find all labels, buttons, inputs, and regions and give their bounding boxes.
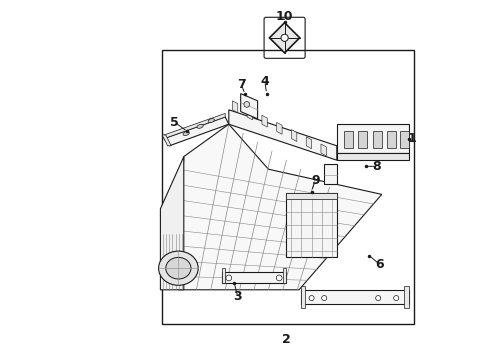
Polygon shape [262, 115, 268, 127]
Text: 10: 10 [276, 10, 294, 23]
Circle shape [309, 296, 314, 301]
Polygon shape [247, 108, 252, 120]
Ellipse shape [197, 124, 203, 129]
Circle shape [244, 102, 250, 107]
Polygon shape [164, 117, 229, 146]
Text: 3: 3 [234, 291, 242, 303]
Polygon shape [292, 130, 297, 141]
Polygon shape [160, 157, 184, 290]
Circle shape [376, 296, 381, 301]
Circle shape [321, 296, 327, 301]
Polygon shape [373, 131, 382, 148]
Polygon shape [324, 164, 337, 184]
Polygon shape [301, 286, 305, 308]
Ellipse shape [208, 118, 215, 123]
Polygon shape [286, 193, 337, 199]
Polygon shape [270, 23, 300, 53]
Polygon shape [277, 122, 282, 134]
Polygon shape [358, 131, 368, 148]
Circle shape [276, 275, 282, 281]
Polygon shape [344, 131, 353, 148]
Text: 4: 4 [260, 75, 269, 87]
Polygon shape [400, 131, 409, 148]
Polygon shape [283, 268, 286, 283]
Polygon shape [337, 153, 409, 160]
Text: 5: 5 [171, 116, 179, 129]
Text: 8: 8 [372, 160, 381, 173]
Polygon shape [337, 124, 409, 153]
Bar [162, 50, 414, 324]
Ellipse shape [183, 131, 189, 136]
Polygon shape [229, 110, 337, 160]
Polygon shape [221, 272, 286, 283]
Polygon shape [286, 193, 337, 257]
Polygon shape [404, 286, 409, 308]
Polygon shape [387, 131, 396, 148]
Text: 2: 2 [282, 333, 291, 346]
Text: 9: 9 [311, 174, 319, 187]
Text: 1: 1 [408, 132, 417, 145]
Polygon shape [301, 290, 409, 304]
Text: 6: 6 [376, 258, 384, 271]
Polygon shape [306, 137, 312, 149]
Polygon shape [232, 101, 238, 113]
Polygon shape [221, 268, 225, 283]
Polygon shape [162, 135, 171, 146]
Polygon shape [321, 144, 326, 156]
Circle shape [393, 296, 399, 301]
Circle shape [226, 275, 232, 281]
Polygon shape [178, 124, 382, 290]
Ellipse shape [166, 257, 191, 279]
Polygon shape [241, 94, 258, 119]
Circle shape [281, 34, 288, 41]
Text: 7: 7 [237, 78, 246, 91]
Polygon shape [164, 113, 225, 139]
Ellipse shape [159, 251, 198, 285]
